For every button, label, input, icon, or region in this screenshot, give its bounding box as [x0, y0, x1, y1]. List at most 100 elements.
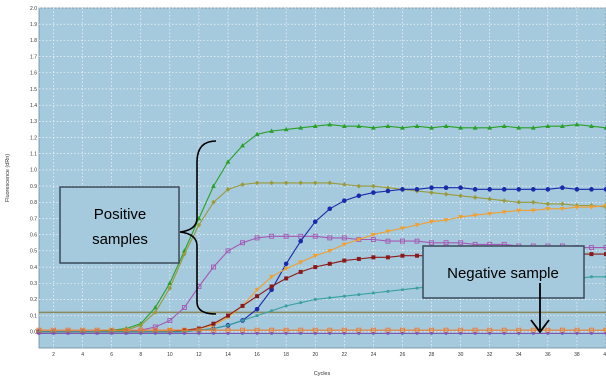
- y-tick-label: 0.4: [30, 265, 37, 271]
- data-point: [415, 331, 419, 335]
- data-point: [589, 331, 593, 335]
- data-point: [429, 219, 434, 225]
- data-point: [327, 121, 333, 127]
- data-point: [443, 185, 449, 191]
- data-point: [167, 285, 173, 291]
- data-point: [284, 304, 288, 308]
- series-line: [39, 235, 606, 333]
- data-point: [574, 121, 580, 127]
- data-point: [81, 331, 85, 335]
- data-point: [254, 306, 260, 312]
- series-line: [39, 124, 606, 333]
- data-point: [269, 128, 275, 133]
- data-point: [211, 321, 216, 326]
- data-point: [400, 187, 405, 192]
- data-point: [270, 309, 274, 313]
- data-point: [516, 125, 522, 130]
- x-tick-label: 2: [52, 352, 55, 358]
- data-point: [152, 324, 158, 330]
- data-point: [197, 331, 201, 335]
- y-tick-label: 1.5: [30, 87, 37, 93]
- y-tick-label: 1.9: [30, 22, 37, 28]
- data-point: [341, 235, 347, 241]
- data-point: [530, 208, 536, 213]
- data-point: [312, 233, 318, 239]
- data-point: [516, 199, 521, 205]
- data-point: [342, 294, 346, 298]
- data-point: [459, 331, 463, 335]
- data-point: [501, 187, 507, 192]
- data-point: [356, 193, 362, 199]
- data-point: [501, 123, 507, 128]
- data-point: [241, 331, 245, 335]
- x-tick-label: 8: [139, 352, 142, 358]
- data-point: [138, 322, 143, 328]
- data-point: [66, 331, 70, 335]
- series-line: [39, 182, 606, 333]
- data-point: [429, 185, 434, 191]
- data-point: [589, 252, 594, 257]
- data-point: [240, 182, 245, 187]
- data-point: [443, 123, 449, 128]
- data-point: [313, 331, 317, 335]
- data-point: [574, 205, 580, 210]
- x-tick-label: 28: [429, 352, 435, 358]
- positive-callout-line1: Positive: [94, 206, 147, 223]
- data-point: [269, 274, 275, 280]
- data-point: [545, 123, 551, 128]
- data-point: [240, 240, 245, 246]
- x-tick-label: 4: [81, 352, 84, 358]
- data-point: [603, 327, 606, 333]
- data-point: [473, 331, 477, 335]
- y-tick-label: 2.0: [30, 6, 37, 12]
- data-point: [254, 131, 260, 137]
- data-point: [574, 187, 580, 192]
- data-point: [517, 331, 521, 335]
- data-point: [531, 199, 536, 205]
- data-point: [341, 123, 347, 128]
- data-point: [52, 331, 56, 335]
- data-point: [559, 123, 565, 128]
- positive-samples-callout: Positive samples: [59, 140, 217, 315]
- data-point: [139, 331, 143, 335]
- data-point: [226, 331, 230, 335]
- data-point: [182, 331, 186, 335]
- data-point: [370, 237, 376, 242]
- x-tick-label: 38: [574, 352, 580, 358]
- y-axis-title: Fluorescence (dRn): [5, 154, 11, 202]
- data-point: [414, 123, 420, 128]
- x-tick-label: 26: [400, 352, 406, 358]
- data-point: [371, 255, 376, 260]
- y-tick-label: 0.7: [30, 216, 37, 222]
- x-tick-label: 18: [283, 352, 289, 358]
- positive-bracket: [179, 140, 217, 315]
- data-point: [168, 331, 172, 335]
- data-point: [400, 253, 405, 258]
- grid: [39, 7, 606, 348]
- data-point: [371, 331, 375, 335]
- data-point: [211, 199, 216, 205]
- data-point: [269, 233, 275, 239]
- data-point: [501, 210, 507, 215]
- data-point: [575, 331, 579, 335]
- data-point: [254, 235, 260, 241]
- data-point: [124, 331, 128, 335]
- data-point: [254, 287, 260, 293]
- y-tick-label: 0.8: [30, 200, 37, 206]
- data-point: [283, 266, 289, 272]
- data-point: [37, 331, 41, 335]
- data-point: [327, 180, 332, 186]
- data-point: [327, 249, 333, 254]
- data-point: [604, 252, 606, 257]
- y-tick-label: 0.6: [30, 232, 37, 238]
- data-point: [385, 188, 391, 194]
- data-point: [283, 261, 289, 267]
- positive-callout-box: [59, 186, 180, 264]
- y-tick-label: 0.5: [30, 249, 37, 255]
- data-point: [269, 284, 274, 289]
- x-axis-title: Cycles: [314, 371, 331, 377]
- data-point: [152, 304, 158, 310]
- data-point: [487, 187, 492, 192]
- data-point: [531, 331, 535, 335]
